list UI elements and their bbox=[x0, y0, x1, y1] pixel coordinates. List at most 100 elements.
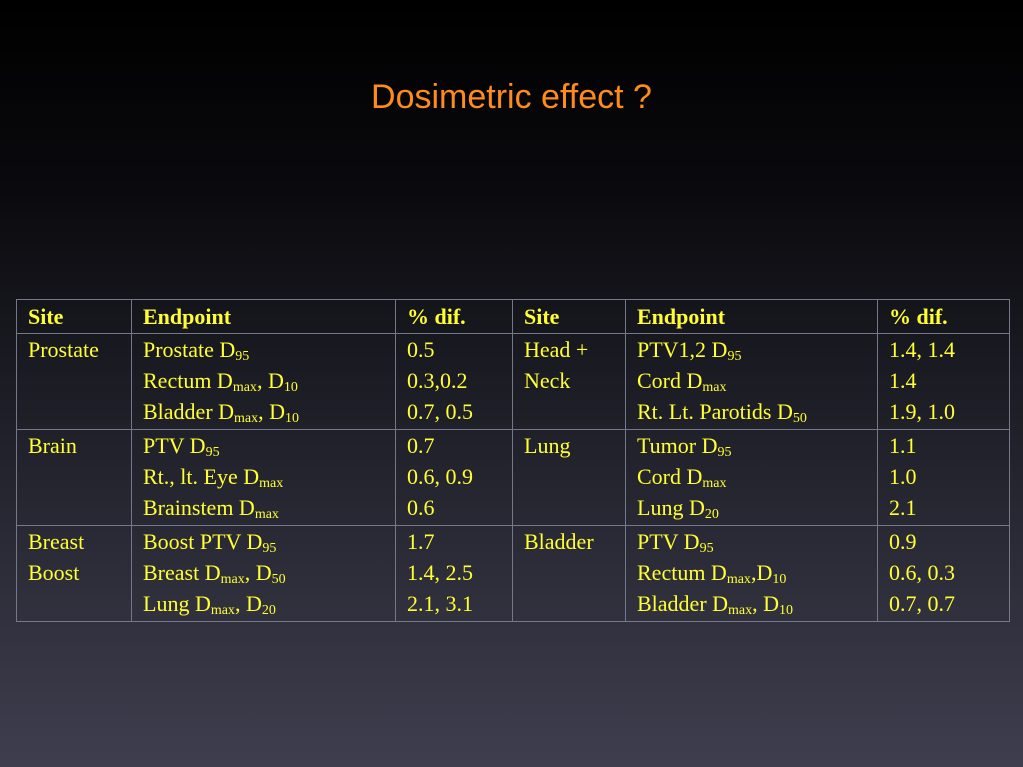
endpoint-subscript: 50 bbox=[792, 411, 807, 426]
endpoint-subscript: max bbox=[234, 411, 259, 426]
endpoint-subscript: 95 bbox=[235, 349, 250, 364]
site-label: Breast bbox=[28, 529, 85, 554]
slide-title: Dosimetric effect ? bbox=[371, 78, 652, 116]
endpoint-subscript: 95 bbox=[727, 349, 742, 364]
endpoint-label: PTV1,2 D95 bbox=[637, 334, 877, 365]
endpoint-label: Boost PTV D95 bbox=[143, 526, 395, 557]
endpoint-text: ,D bbox=[750, 560, 773, 585]
endpoint-text: Tumor D bbox=[637, 433, 718, 458]
endpoint-text: Lung D bbox=[637, 495, 705, 520]
endpoint-text: Lung D bbox=[143, 591, 211, 616]
endpoint-label: Rectum Dmax, D10 bbox=[143, 365, 395, 396]
dif-value: 0.7, 0.5 bbox=[407, 399, 473, 424]
endpoint-cell: Tumor D95 Cord Dmax Lung D20 bbox=[625, 429, 878, 526]
endpoint-subscript: 20 bbox=[261, 603, 276, 618]
endpoint-label: Breast Dmax, D50 bbox=[143, 557, 395, 588]
site-label: Head + bbox=[524, 337, 589, 362]
dif-value: 0.6, 0.9 bbox=[407, 464, 473, 489]
table-row: Breast Boost Boost PTV D95 Breast Dmax, D50… bbox=[16, 525, 1010, 622]
endpoint-text: Rt., lt. Eye D bbox=[143, 464, 260, 489]
endpoint-label: Bladder Dmax, D10 bbox=[637, 588, 877, 619]
endpoint-cell: PTV1,2 D95 Cord Dmax Rt. Lt. Parotids D50 bbox=[625, 333, 878, 430]
site-cell: Lung bbox=[512, 429, 626, 526]
endpoint-text: , D bbox=[244, 560, 272, 585]
endpoint-label: Cord Dmax bbox=[637, 461, 877, 492]
endpoint-subscript: max bbox=[232, 380, 257, 395]
dif-value: 0.5 bbox=[407, 337, 435, 362]
endpoint-text: Rectum D bbox=[143, 368, 233, 393]
dif-value: 1.1 bbox=[889, 433, 917, 458]
endpoint-text: , D bbox=[256, 368, 284, 393]
dif-cell: 0.7 0.6, 0.9 0.6 bbox=[395, 429, 513, 526]
endpoint-cell: Prostate D95 Rectum Dmax, D10 Bladder Dmax… bbox=[131, 333, 396, 430]
dif-value: 0.6, 0.3 bbox=[889, 560, 955, 585]
header-dif-right: % dif. bbox=[877, 299, 1010, 334]
endpoint-subscript: 95 bbox=[717, 445, 732, 460]
endpoint-text: Brainstem D bbox=[143, 495, 255, 520]
dif-cell: 0.5 0.3,0.2 0.7, 0.5 bbox=[395, 333, 513, 430]
endpoint-label: PTV D95 bbox=[143, 430, 395, 461]
dif-cell: 0.9 0.6, 0.3 0.7, 0.7 bbox=[877, 525, 1010, 622]
dif-cell: 1.4, 1.4 1.4 1.9, 1.0 bbox=[877, 333, 1010, 430]
endpoint-label: Lung D20 bbox=[637, 492, 877, 523]
dif-cell: 1.7 1.4, 2.5 2.1, 3.1 bbox=[395, 525, 513, 622]
endpoint-subscript: max bbox=[702, 380, 727, 395]
site-label: Neck bbox=[524, 368, 571, 393]
dif-value: 1.4, 1.4 bbox=[889, 337, 955, 362]
endpoint-text: Prostate D bbox=[143, 337, 236, 362]
endpoint-text: Rt. Lt. Parotids D bbox=[637, 399, 793, 424]
endpoint-text: Rectum D bbox=[637, 560, 727, 585]
dif-value: 0.7 bbox=[407, 433, 435, 458]
endpoint-text: Bladder D bbox=[143, 399, 235, 424]
endpoint-subscript: 10 bbox=[779, 603, 794, 618]
endpoint-text: PTV D bbox=[143, 433, 206, 458]
dif-value: 2.1, 3.1 bbox=[407, 591, 473, 616]
endpoint-text: , D bbox=[234, 591, 262, 616]
endpoint-subscript: 10 bbox=[283, 380, 298, 395]
endpoint-label: Rectum Dmax,D10 bbox=[637, 557, 877, 588]
endpoint-subscript: 10 bbox=[772, 572, 787, 587]
endpoint-text: , D bbox=[258, 399, 286, 424]
endpoint-subscript: 95 bbox=[262, 541, 277, 556]
site-cell: Prostate bbox=[16, 333, 132, 430]
endpoint-text: Breast D bbox=[143, 560, 221, 585]
site-label: Lung bbox=[524, 433, 571, 458]
header-endpoint-right: Endpoint bbox=[625, 299, 878, 334]
dif-value: 1.7 bbox=[407, 529, 435, 554]
dif-cell: 1.1 1.0 2.1 bbox=[877, 429, 1010, 526]
header-site-left: Site bbox=[16, 299, 132, 334]
endpoint-subscript: 20 bbox=[704, 507, 719, 522]
endpoint-subscript: 10 bbox=[285, 411, 300, 426]
site-label: Prostate bbox=[28, 337, 99, 362]
header-endpoint-left: Endpoint bbox=[131, 299, 396, 334]
endpoint-label: Tumor D95 bbox=[637, 430, 877, 461]
endpoint-label: Prostate D95 bbox=[143, 334, 395, 365]
endpoint-text: Cord D bbox=[637, 368, 703, 393]
endpoint-text: PTV D bbox=[637, 529, 700, 554]
table-row: Brain PTV D95 Rt., lt. Eye Dmax Brainstem D… bbox=[16, 429, 1010, 526]
table-header-row: Site Endpoint % dif. Site Endpoint % dif… bbox=[16, 299, 1010, 334]
endpoint-subscript: max bbox=[702, 476, 727, 491]
endpoint-subscript: 50 bbox=[271, 572, 286, 587]
site-cell: Bladder bbox=[512, 525, 626, 622]
site-label: Boost bbox=[28, 560, 80, 585]
endpoint-text: Cord D bbox=[637, 464, 703, 489]
endpoint-text: PTV1,2 D bbox=[637, 337, 728, 362]
endpoint-subscript: 95 bbox=[699, 541, 714, 556]
site-cell: Brain bbox=[16, 429, 132, 526]
header-site-right: Site bbox=[512, 299, 626, 334]
endpoint-text: Bladder D bbox=[637, 591, 729, 616]
endpoint-label: Bladder Dmax, D10 bbox=[143, 396, 395, 427]
endpoint-cell: PTV D95 Rt., lt. Eye Dmax Brainstem Dmax bbox=[131, 429, 396, 526]
endpoint-label: PTV D95 bbox=[637, 526, 877, 557]
endpoint-subscript: 95 bbox=[205, 445, 220, 460]
endpoint-subscript: max bbox=[220, 572, 245, 587]
endpoint-label: Brainstem Dmax bbox=[143, 492, 395, 523]
endpoint-subscript: max bbox=[726, 572, 751, 587]
endpoint-subscript: max bbox=[210, 603, 235, 618]
site-label: Brain bbox=[28, 433, 77, 458]
site-cell: Head + Neck bbox=[512, 333, 626, 430]
endpoint-label: Cord Dmax bbox=[637, 365, 877, 396]
header-dif-left: % dif. bbox=[395, 299, 513, 334]
site-label: Bladder bbox=[524, 529, 594, 554]
